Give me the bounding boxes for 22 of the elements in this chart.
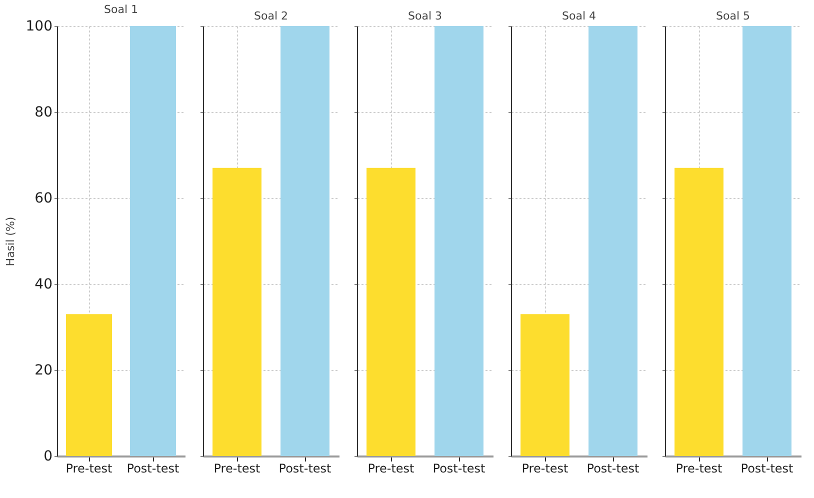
x-tick-label: Pre-test xyxy=(214,462,261,476)
y-tick-label: 100 xyxy=(26,18,52,34)
x-tick-label: Post-test xyxy=(586,462,640,476)
x-tick-label: Post-test xyxy=(740,462,794,476)
x-tick-label: Pre-test xyxy=(522,462,569,476)
chart-title: Soal 3 xyxy=(408,10,442,22)
y-tick-label: 40 xyxy=(34,276,52,292)
chart-title: Soal 2 xyxy=(254,10,288,22)
x-tick-label: Pre-test xyxy=(66,462,113,476)
x-tick-label: Pre-test xyxy=(368,462,415,476)
y-tick-label: 80 xyxy=(34,104,52,120)
y-tick-label: 20 xyxy=(34,362,52,378)
chart-title: Soal 1 xyxy=(104,3,138,16)
chart-title: Soal 4 xyxy=(562,10,596,22)
y-tick-label: 0 xyxy=(44,448,52,464)
y-axis-title: Hasil (%) xyxy=(4,216,17,266)
x-tick-label: Post-test xyxy=(126,462,180,476)
x-tick-label: Post-test xyxy=(432,462,486,476)
x-tick-label: Post-test xyxy=(278,462,332,476)
y-tick-label: 60 xyxy=(34,190,52,206)
chart-title: Soal 5 xyxy=(716,10,750,22)
x-tick-label: Pre-test xyxy=(676,462,723,476)
